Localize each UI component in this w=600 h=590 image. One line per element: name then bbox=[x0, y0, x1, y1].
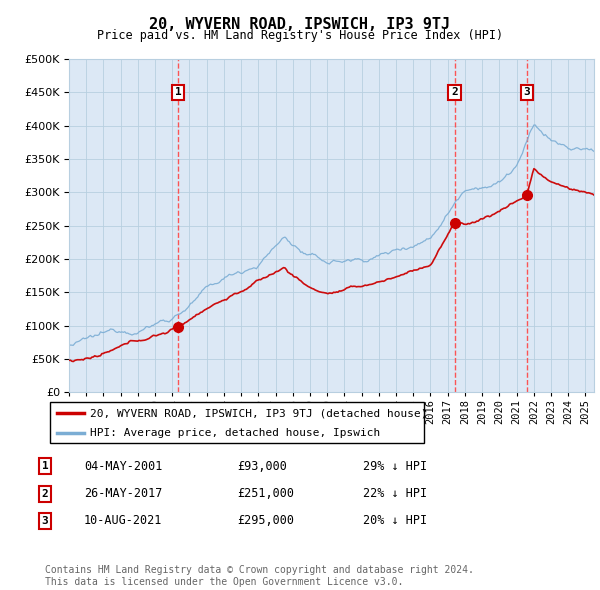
Text: 20% ↓ HPI: 20% ↓ HPI bbox=[363, 514, 427, 527]
Text: 20, WYVERN ROAD, IPSWICH, IP3 9TJ: 20, WYVERN ROAD, IPSWICH, IP3 9TJ bbox=[149, 17, 451, 31]
Text: 3: 3 bbox=[523, 87, 530, 97]
Text: £251,000: £251,000 bbox=[237, 487, 294, 500]
Text: 22% ↓ HPI: 22% ↓ HPI bbox=[363, 487, 427, 500]
Text: 20, WYVERN ROAD, IPSWICH, IP3 9TJ (detached house): 20, WYVERN ROAD, IPSWICH, IP3 9TJ (detac… bbox=[89, 408, 427, 418]
Text: 3: 3 bbox=[41, 516, 49, 526]
Text: 2: 2 bbox=[41, 489, 49, 499]
Text: 1: 1 bbox=[41, 461, 49, 471]
Text: 1: 1 bbox=[175, 87, 182, 97]
Text: 26-MAY-2017: 26-MAY-2017 bbox=[84, 487, 163, 500]
Text: 04-MAY-2001: 04-MAY-2001 bbox=[84, 460, 163, 473]
Text: Price paid vs. HM Land Registry's House Price Index (HPI): Price paid vs. HM Land Registry's House … bbox=[97, 30, 503, 42]
FancyBboxPatch shape bbox=[50, 402, 424, 443]
Text: 2: 2 bbox=[451, 87, 458, 97]
Text: 29% ↓ HPI: 29% ↓ HPI bbox=[363, 460, 427, 473]
Text: £295,000: £295,000 bbox=[237, 514, 294, 527]
Text: HPI: Average price, detached house, Ipswich: HPI: Average price, detached house, Ipsw… bbox=[89, 428, 380, 438]
Text: Contains HM Land Registry data © Crown copyright and database right 2024.
This d: Contains HM Land Registry data © Crown c… bbox=[45, 565, 474, 587]
Text: £93,000: £93,000 bbox=[237, 460, 287, 473]
Text: 10-AUG-2021: 10-AUG-2021 bbox=[84, 514, 163, 527]
